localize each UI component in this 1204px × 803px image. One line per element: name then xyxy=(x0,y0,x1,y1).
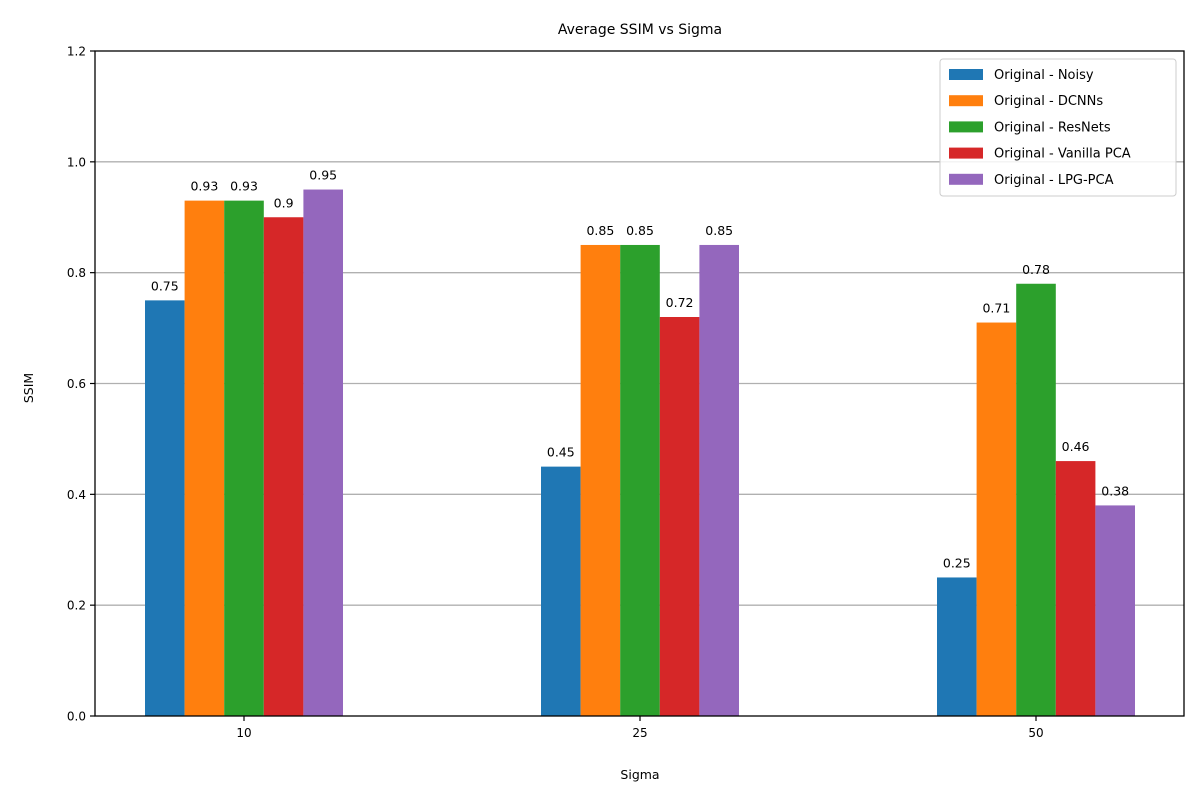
bars xyxy=(145,189,1135,717)
legend-entry-label: Original - LPG-PCA xyxy=(994,173,1114,188)
bar xyxy=(263,217,304,716)
bar-value-label: 0.9 xyxy=(274,195,294,210)
bar xyxy=(541,466,581,716)
legend-entry-label: Original - DCNNs xyxy=(994,94,1103,109)
bar-value-label: 0.25 xyxy=(943,555,971,570)
x-axis-label: Sigma xyxy=(620,767,659,782)
bar-value-label: 0.75 xyxy=(151,278,179,293)
chart-title: Average SSIM vs Sigma xyxy=(558,22,722,38)
legend-swatch xyxy=(949,95,983,107)
x-axis-ticks: 10 25 50 xyxy=(236,716,1044,740)
y-tick-label: 1.0 xyxy=(67,155,86,169)
bar-value-label: 0.45 xyxy=(547,445,575,460)
bar xyxy=(1095,505,1135,716)
bar xyxy=(976,322,1017,716)
x-tick-label: 25 xyxy=(632,726,647,740)
bar xyxy=(145,300,185,716)
bar xyxy=(937,577,977,716)
bar-value-label: 0.38 xyxy=(1101,483,1129,498)
bar-value-label: 0.85 xyxy=(586,223,614,238)
legend: Original - Noisy Original - DCNNs Original… xyxy=(939,58,1177,197)
bar-value-label: 0.93 xyxy=(190,179,218,194)
legend-entry-label: Original - ResNets xyxy=(994,120,1111,135)
bar xyxy=(303,189,343,716)
y-tick-label: 0.8 xyxy=(67,266,86,280)
y-tick-label: 1.2 xyxy=(67,45,86,59)
bar-value-label: 0.95 xyxy=(309,168,337,183)
bar xyxy=(184,200,225,716)
y-tick-label: 0.0 xyxy=(67,710,86,724)
legend-swatch xyxy=(949,69,983,80)
bar-value-label: 0.71 xyxy=(982,301,1010,316)
bar xyxy=(580,244,621,717)
x-tick-label: 50 xyxy=(1028,726,1043,740)
bar xyxy=(699,244,739,717)
y-tick-label: 0.4 xyxy=(67,488,86,502)
legend-entry-label: Original - Noisy xyxy=(994,68,1094,83)
bar-value-label: 0.85 xyxy=(705,223,733,238)
bar-labels: 0.75 0.45 0.25 0.93 0.85 0.71 0.93 0.85 0.78 0.9 0… xyxy=(151,168,1129,571)
legend-swatch xyxy=(949,121,983,133)
bar-value-label: 0.72 xyxy=(666,295,694,310)
y-tick-label: 0.2 xyxy=(67,599,86,613)
bar xyxy=(659,317,700,716)
bar xyxy=(1055,461,1096,716)
legend-box xyxy=(939,58,1177,197)
legend-swatch xyxy=(949,147,983,159)
bar-value-label: 0.46 xyxy=(1062,439,1090,454)
bar-value-label: 0.93 xyxy=(230,179,258,194)
bar-value-label: 0.85 xyxy=(626,223,654,238)
legend-entry-label: Original - Vanilla PCA xyxy=(994,147,1131,162)
y-axis-label: SSIM xyxy=(21,373,36,403)
legend-swatch xyxy=(949,173,983,185)
y-tick-label: 0.6 xyxy=(67,377,86,391)
x-tick-label: 10 xyxy=(236,726,251,740)
bar xyxy=(1016,283,1056,716)
bar xyxy=(620,244,660,717)
bar-value-label: 0.78 xyxy=(1022,262,1050,277)
bar xyxy=(224,200,264,716)
y-axis-ticks: 0.0 0.2 0.4 0.6 0.8 1.0 1.2 xyxy=(67,45,95,724)
